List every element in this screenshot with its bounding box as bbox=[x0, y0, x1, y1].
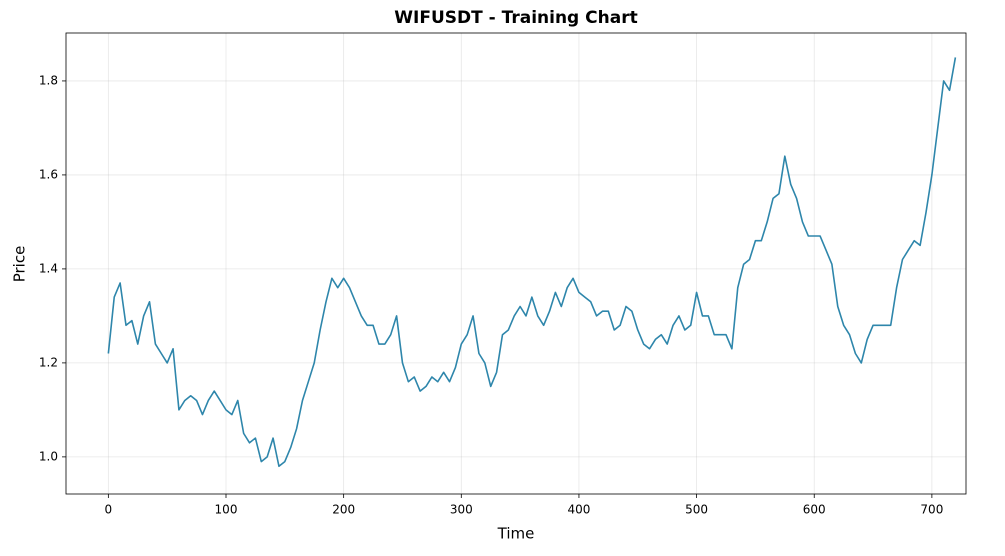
plot-frame bbox=[65, 32, 967, 495]
chart-title: WIFUSDT - Training Chart bbox=[394, 8, 637, 28]
x-tick-label: 100 bbox=[215, 503, 238, 517]
y-tick-label: 1.0 bbox=[39, 449, 58, 463]
y-tick-label: 1.2 bbox=[39, 355, 58, 369]
price-line bbox=[107, 57, 957, 468]
x-tick-label: 300 bbox=[450, 503, 473, 517]
x-tick-label: 0 bbox=[105, 503, 113, 517]
x-axis-label: Time bbox=[497, 525, 535, 543]
y-tick-label: 1.4 bbox=[39, 261, 58, 275]
y-tick-label: 1.8 bbox=[39, 73, 58, 87]
x-tick-label: 200 bbox=[332, 503, 355, 517]
x-tick-label: 700 bbox=[920, 503, 943, 517]
x-tick-label: 500 bbox=[685, 503, 708, 517]
y-axis-label: Price bbox=[11, 246, 29, 283]
x-tick-label: 600 bbox=[803, 503, 826, 517]
x-tick-label: 400 bbox=[567, 503, 590, 517]
y-tick-label: 1.6 bbox=[39, 167, 58, 181]
